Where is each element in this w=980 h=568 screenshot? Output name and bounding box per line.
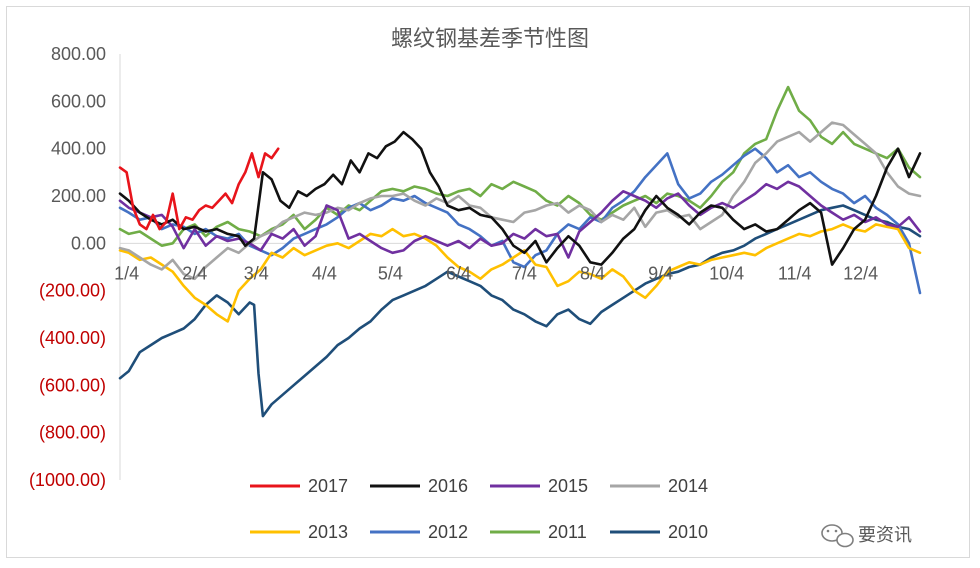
legend-item-2013: 2013 [250, 522, 348, 542]
watermark-text: 要资讯 [858, 525, 912, 546]
legend-label: 2017 [308, 476, 348, 496]
series-line-2011 [118, 85, 922, 247]
legend-item-2015: 2015 [490, 476, 588, 496]
legend-item-2014: 2014 [610, 476, 708, 496]
y-tick-label: (800.00) [39, 423, 106, 443]
series-line-2012 [118, 147, 922, 295]
x-tick-label: 4/4 [312, 263, 337, 283]
x-tick-label: 5/4 [378, 263, 403, 283]
legend-item-2010: 2010 [610, 522, 708, 542]
x-tick-label: 3/4 [244, 263, 269, 283]
series-line-2014 [118, 121, 922, 281]
series-line-2010 [118, 204, 922, 418]
legend-label: 2013 [308, 522, 348, 542]
series-line-2015 [118, 180, 922, 259]
series-line-2016 [118, 130, 922, 266]
y-tick-label: 800.00 [51, 44, 106, 64]
legend: 2017 2016 2015 2014 2013 2012 2011 2010 [250, 476, 708, 542]
legend-item-2011: 2011 [490, 522, 587, 542]
wechat-icon [821, 524, 854, 548]
x-tick-label: 2/4 [182, 263, 207, 283]
y-tick-label: 400.00 [51, 139, 106, 159]
plot-area: 800.00 600.00 400.00 200.00 0.00 (200.00) (400… [29, 44, 922, 490]
legend-item-2012: 2012 [370, 522, 468, 542]
legend-label: 2010 [668, 522, 708, 542]
legend-label: 2012 [428, 522, 468, 542]
x-tick-label: 12/4 [843, 263, 878, 283]
x-tick-label: 1/4 [114, 263, 139, 283]
x-tick-label: 11/4 [778, 263, 812, 283]
x-tick-label: 8/4 [580, 263, 605, 283]
y-tick-label: 600.00 [51, 91, 106, 111]
chart-frame [6, 6, 970, 558]
y-tick-label: (1000.00) [29, 470, 106, 490]
x-tick-label: 9/4 [648, 263, 673, 283]
legend-label: 2014 [668, 476, 708, 496]
series-line-2017 [118, 147, 280, 231]
y-tick-label: (600.00) [39, 375, 106, 395]
legend-label: 2016 [428, 476, 468, 496]
series-line-2013 [118, 223, 922, 323]
y-tick-label: 200.00 [51, 186, 106, 206]
legend-item-2016: 2016 [370, 476, 468, 496]
x-tick-label: 10/4 [709, 263, 744, 283]
y-tick-label: (400.00) [39, 328, 106, 348]
y-tick-label: 0.00 [71, 233, 106, 253]
y-tick-label: (200.00) [39, 281, 106, 301]
legend-label: 2015 [548, 476, 588, 496]
x-tick-label: 7/4 [512, 263, 537, 283]
watermark: 要资讯 [821, 524, 912, 548]
x-tick-label: 6/4 [446, 263, 471, 283]
chart-title: 螺纹钢基差季节性图 [391, 27, 589, 52]
legend-label: 2011 [548, 522, 587, 542]
legend-item-2017: 2017 [250, 476, 348, 496]
